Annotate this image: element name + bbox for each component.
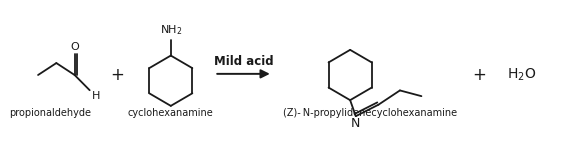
Text: (Z)- ​N-propylidenecyclohexanamine: (Z)- ​N-propylidenecyclohexanamine [283,108,457,118]
Text: propionaldehyde: propionaldehyde [9,108,91,118]
Text: cyclohexanamine: cyclohexanamine [128,108,214,118]
Text: N: N [351,117,361,130]
Text: NH$_2$: NH$_2$ [160,24,182,37]
Text: Mild acid: Mild acid [214,55,273,68]
Text: +: + [472,66,486,84]
Text: +: + [110,66,124,84]
Text: O: O [70,42,79,52]
Text: H: H [92,91,100,101]
Text: H$_2$O: H$_2$O [507,67,536,83]
